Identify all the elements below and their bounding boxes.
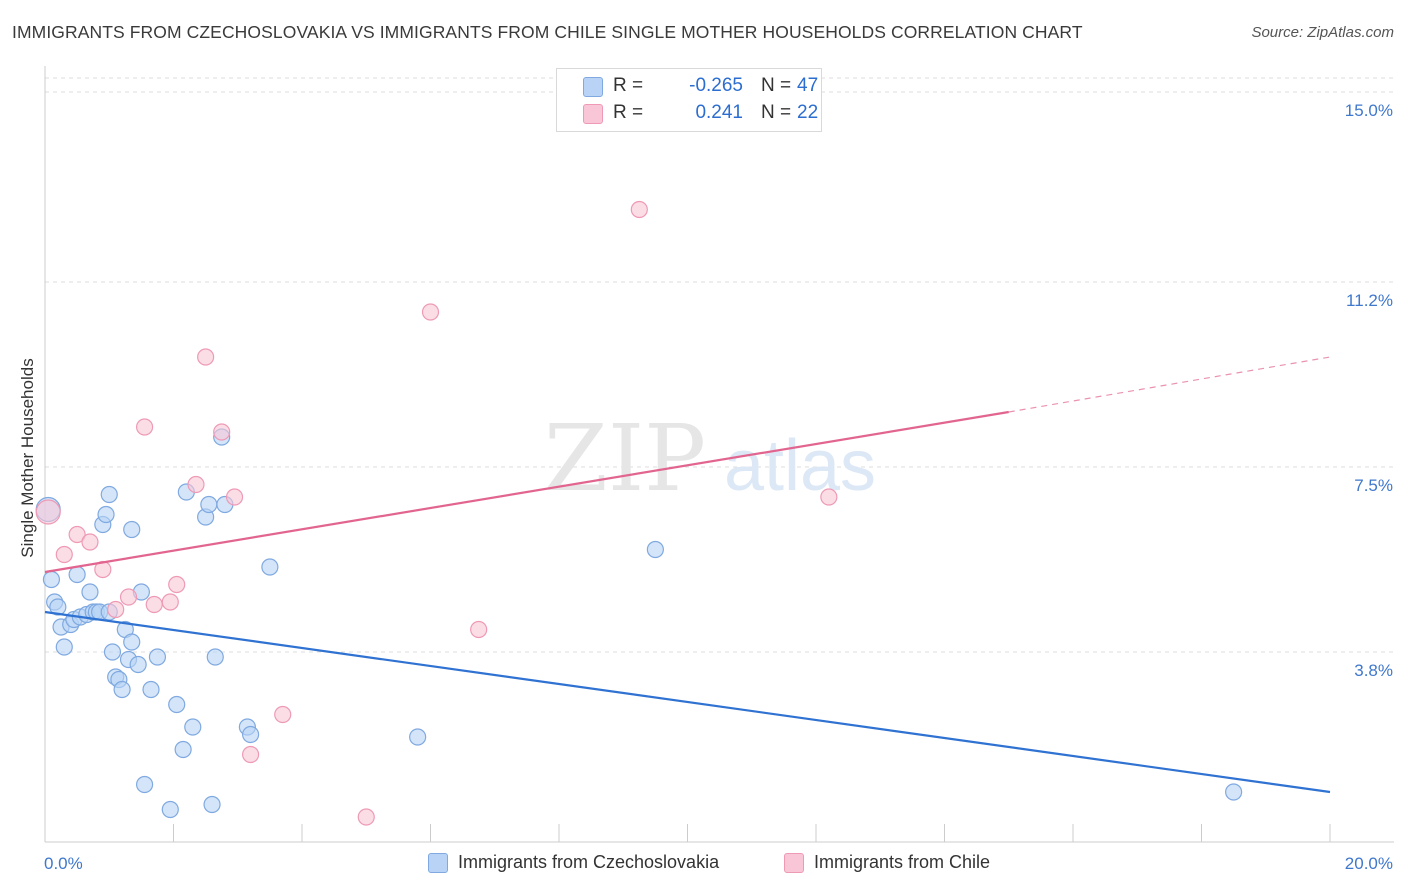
y-tick-label: 15.0% bbox=[1345, 101, 1393, 120]
data-point-czechoslovakia bbox=[206, 648, 224, 666]
data-point-chile bbox=[274, 705, 292, 724]
y-tick-label: 3.8% bbox=[1354, 661, 1393, 680]
data-point-czechoslovakia bbox=[242, 725, 260, 744]
points-layer bbox=[35, 200, 1243, 826]
trend-line-chile bbox=[44, 410, 1009, 574]
data-point-chile bbox=[242, 745, 260, 764]
data-point-czechoslovakia bbox=[123, 633, 141, 651]
axes-layer bbox=[44, 66, 1394, 843]
data-point-czechoslovakia bbox=[184, 718, 202, 736]
x-tick-label: 0.0% bbox=[44, 854, 83, 873]
legend-n-label: N = bbox=[761, 102, 792, 123]
data-point-chile bbox=[55, 545, 73, 564]
data-point-chile bbox=[197, 348, 215, 366]
data-point-chile bbox=[187, 475, 205, 494]
watermark-zip: ZIP bbox=[544, 405, 706, 512]
data-point-chile bbox=[145, 595, 163, 614]
data-point-czechoslovakia bbox=[81, 583, 99, 601]
data-point-chile bbox=[81, 533, 99, 551]
data-point-czechoslovakia bbox=[68, 565, 86, 584]
chart-title: IMMIGRANTS FROM CZECHOSLOVAKIA VS IMMIGR… bbox=[12, 22, 1083, 42]
data-point-chile bbox=[68, 525, 86, 544]
data-point-czechoslovakia bbox=[200, 495, 218, 514]
data-point-czechoslovakia bbox=[203, 795, 221, 814]
bottom-legend-label: Immigrants from Chile bbox=[814, 852, 991, 872]
correlation-legend: R = -0.265 N = 47 R = 0.241 N = 22 bbox=[556, 68, 822, 132]
legend-r-label: R = bbox=[613, 102, 644, 123]
data-point-czechoslovakia bbox=[1225, 783, 1243, 801]
bottom-legend-label: Immigrants from Czechoslovakia bbox=[458, 852, 720, 872]
data-point-czechoslovakia bbox=[113, 680, 131, 699]
data-point-chile bbox=[470, 620, 488, 639]
data-point-chile bbox=[119, 588, 138, 606]
pink-swatch bbox=[784, 853, 804, 873]
tick-label-layer: 3.8% 7.5% 11.2% 15.0% 0.0% 20.0% bbox=[44, 101, 1393, 873]
data-point-chile bbox=[421, 303, 440, 321]
data-point-czechoslovakia bbox=[161, 800, 179, 819]
data-point-chile bbox=[135, 418, 154, 436]
blue-swatch bbox=[583, 77, 603, 97]
legend-r-value: -0.265 bbox=[689, 75, 743, 96]
data-point-czechoslovakia bbox=[409, 728, 427, 746]
data-point-czechoslovakia bbox=[135, 775, 154, 794]
x-tick-label: 20.0% bbox=[1345, 854, 1393, 873]
data-point-czechoslovakia bbox=[148, 648, 167, 666]
legend-n-value: 47 bbox=[797, 75, 819, 96]
data-point-chile bbox=[107, 600, 125, 619]
trend-layer bbox=[44, 356, 1331, 794]
trend-line-czechoslovakia bbox=[44, 610, 1331, 794]
y-tick-label: 7.5% bbox=[1354, 476, 1393, 495]
data-point-chile bbox=[820, 488, 838, 506]
data-point-chile bbox=[630, 200, 648, 219]
data-point-czechoslovakia bbox=[42, 570, 61, 589]
data-point-chile bbox=[213, 423, 231, 441]
data-point-czechoslovakia bbox=[261, 558, 279, 576]
blue-swatch bbox=[428, 853, 448, 873]
data-point-czechoslovakia bbox=[174, 740, 192, 759]
data-point-czechoslovakia bbox=[168, 695, 186, 714]
legend-n-label: N = bbox=[761, 75, 792, 96]
data-point-czechoslovakia bbox=[55, 638, 73, 656]
data-point-czechoslovakia bbox=[142, 680, 160, 699]
data-point-czechoslovakia bbox=[103, 643, 122, 661]
data-point-chile bbox=[161, 593, 179, 611]
data-point-chile bbox=[225, 488, 244, 506]
data-point-czechoslovakia bbox=[646, 540, 664, 559]
pink-swatch bbox=[583, 104, 603, 124]
data-point-chile bbox=[357, 808, 375, 826]
data-point-czechoslovakia bbox=[49, 598, 67, 616]
data-point-chile bbox=[35, 499, 61, 525]
trend-line-dashed-chile bbox=[1008, 356, 1331, 413]
data-point-czechoslovakia bbox=[100, 485, 118, 504]
data-point-chile bbox=[168, 575, 186, 594]
grid-layer bbox=[45, 77, 1394, 653]
legend-n-value: 22 bbox=[797, 102, 819, 123]
data-point-czechoslovakia bbox=[123, 520, 141, 539]
legend-r-label: R = bbox=[613, 75, 644, 96]
y-tick-label: 11.2% bbox=[1346, 291, 1393, 310]
data-point-czechoslovakia bbox=[129, 655, 147, 674]
data-point-czechoslovakia bbox=[97, 505, 115, 524]
legend-r-value: 0.241 bbox=[695, 102, 743, 123]
source-label: Source: ZipAtlas.com bbox=[1251, 24, 1394, 41]
